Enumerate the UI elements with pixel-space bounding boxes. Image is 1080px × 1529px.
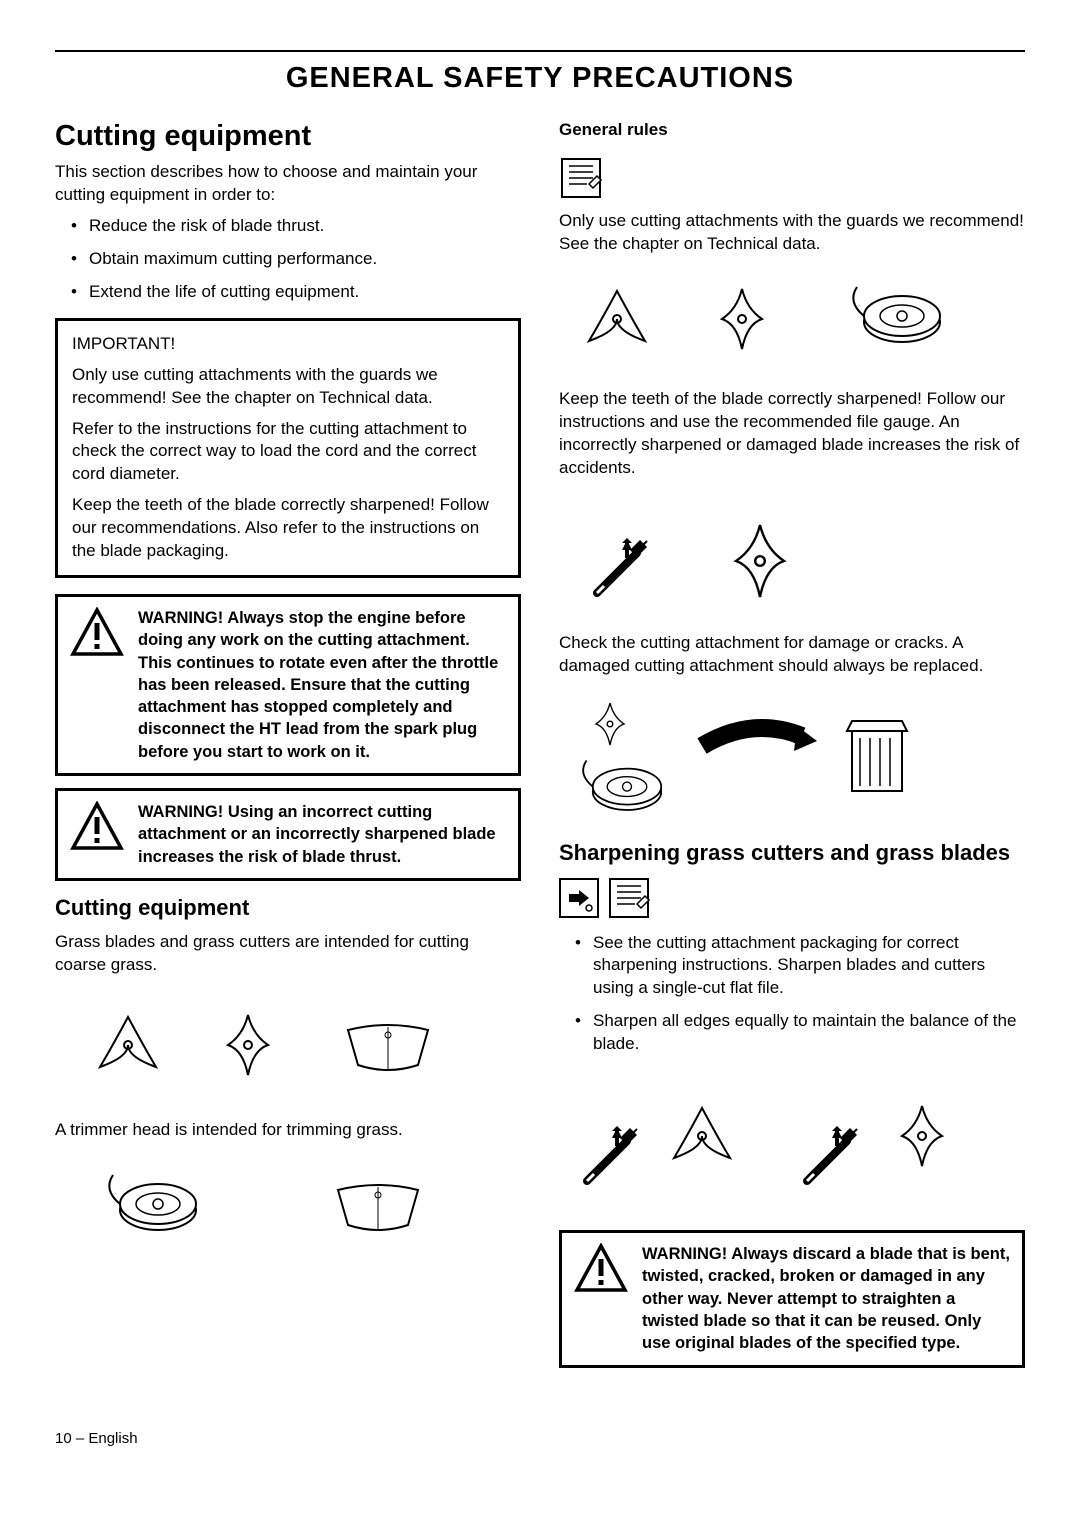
icon-row xyxy=(559,876,1025,920)
blades-illustration xyxy=(55,985,521,1105)
list-item: Obtain maximum cutting performance. xyxy=(71,248,521,271)
body-text: Only use cutting attachments with the gu… xyxy=(559,210,1025,256)
manual-icon xyxy=(559,156,603,200)
warning-icon xyxy=(70,801,124,851)
sharpen-illustration xyxy=(559,488,1025,618)
two-column-layout: Cutting equipment This section describes… xyxy=(55,120,1025,1380)
warning-text: WARNING! Using an incorrect cutting atta… xyxy=(138,801,506,868)
important-text: Only use cutting attachments with the gu… xyxy=(72,364,504,410)
important-text: Refer to the instructions for the cuttin… xyxy=(72,418,504,487)
intro-paragraph: This section describes how to choose and… xyxy=(55,161,521,207)
important-heading: IMPORTANT! xyxy=(72,333,504,356)
attachments-illustration xyxy=(559,264,1025,374)
subsection-heading: Sharpening grass cutters and grass blade… xyxy=(559,840,1025,866)
important-box: IMPORTANT! Only use cutting attachments … xyxy=(55,318,521,578)
sharpening-bullets: See the cutting attachment packaging for… xyxy=(559,932,1025,1057)
section-heading: Cutting equipment xyxy=(55,120,521,153)
body-text: Grass blades and grass cutters are inten… xyxy=(55,931,521,977)
list-item: Reduce the risk of blade thrust. xyxy=(71,215,521,238)
body-text: Check the cutting attachment for damage … xyxy=(559,632,1025,678)
left-column: Cutting equipment This section describes… xyxy=(55,120,521,1380)
page-title: GENERAL SAFETY PRECAUTIONS xyxy=(55,50,1025,95)
warning-icon xyxy=(574,1243,628,1293)
warning-box: WARNING! Always stop the engine before d… xyxy=(55,594,521,776)
subsection-heading: Cutting equipment xyxy=(55,895,521,921)
subsection-heading: General rules xyxy=(559,120,1025,140)
manual-icon xyxy=(607,876,651,920)
list-item: See the cutting attachment packaging for… xyxy=(575,932,1025,1001)
right-column: General rules Only use cutting attachmen… xyxy=(559,120,1025,1380)
page-footer: 10 – English xyxy=(55,1430,1025,1447)
discard-illustration xyxy=(559,686,1025,826)
list-item: Extend the life of cutting equipment. xyxy=(71,281,521,304)
body-text: Keep the teeth of the blade correctly sh… xyxy=(559,388,1025,480)
warning-icon xyxy=(70,607,124,657)
reference-box-icon xyxy=(559,878,599,918)
warning-text: WARNING! Always discard a blade that is … xyxy=(642,1243,1010,1354)
list-item: Sharpen all edges equally to maintain th… xyxy=(575,1010,1025,1056)
warning-box: WARNING! Using an incorrect cutting atta… xyxy=(55,788,521,881)
sharpen-both-illustration xyxy=(559,1066,1025,1216)
important-text: Keep the teeth of the blade correctly sh… xyxy=(72,494,504,563)
warning-text: WARNING! Always stop the engine before d… xyxy=(138,607,506,763)
intro-bullets: Reduce the risk of blade thrust. Obtain … xyxy=(55,215,521,304)
warning-box: WARNING! Always discard a blade that is … xyxy=(559,1230,1025,1367)
trimmer-illustration xyxy=(55,1150,521,1260)
body-text: A trimmer head is intended for trimming … xyxy=(55,1119,521,1142)
